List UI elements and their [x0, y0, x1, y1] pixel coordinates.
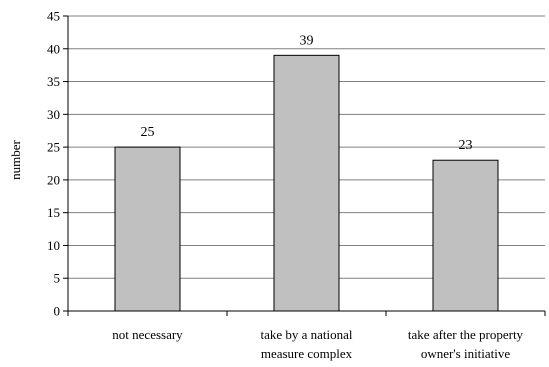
data-label: 25: [141, 125, 155, 140]
x-category-label-line: take by a national: [260, 327, 352, 342]
axes: [63, 15, 546, 316]
y-tick-label: 10: [47, 238, 60, 253]
y-tick-label: 5: [54, 271, 61, 286]
y-tick-label: 15: [47, 205, 60, 220]
y-tick-label: 35: [47, 74, 60, 89]
bar: [114, 146, 181, 312]
x-category-label-line: not necessary: [112, 327, 183, 342]
data-label: 39: [300, 33, 314, 48]
bar: [273, 54, 340, 312]
y-tick-label: 25: [47, 140, 60, 155]
y-tick-label: 0: [54, 304, 61, 319]
y-tick-label: 30: [47, 107, 60, 122]
y-tick-label: 45: [47, 9, 60, 24]
y-tick-label: 20: [47, 172, 60, 187]
x-category-label-line: measure complex: [261, 346, 353, 361]
x-category-label: take by a national measure complex: [260, 327, 352, 361]
bar: [432, 159, 499, 312]
x-category-label: not necessary: [112, 327, 183, 342]
x-category-label-line: owner's initiative: [421, 346, 511, 361]
data-label: 23: [459, 138, 473, 153]
x-category-label-line: take after the property: [408, 327, 524, 342]
y-axis-title: number: [8, 139, 23, 179]
labels: 0 5 10 15 20 25 30 35 40 45 25 not necessary 39 take …: [47, 9, 524, 362]
y-tick-label: 40: [47, 41, 60, 56]
bars: [114, 54, 499, 312]
x-category-label: take after the property owner's initiativ…: [408, 327, 524, 361]
